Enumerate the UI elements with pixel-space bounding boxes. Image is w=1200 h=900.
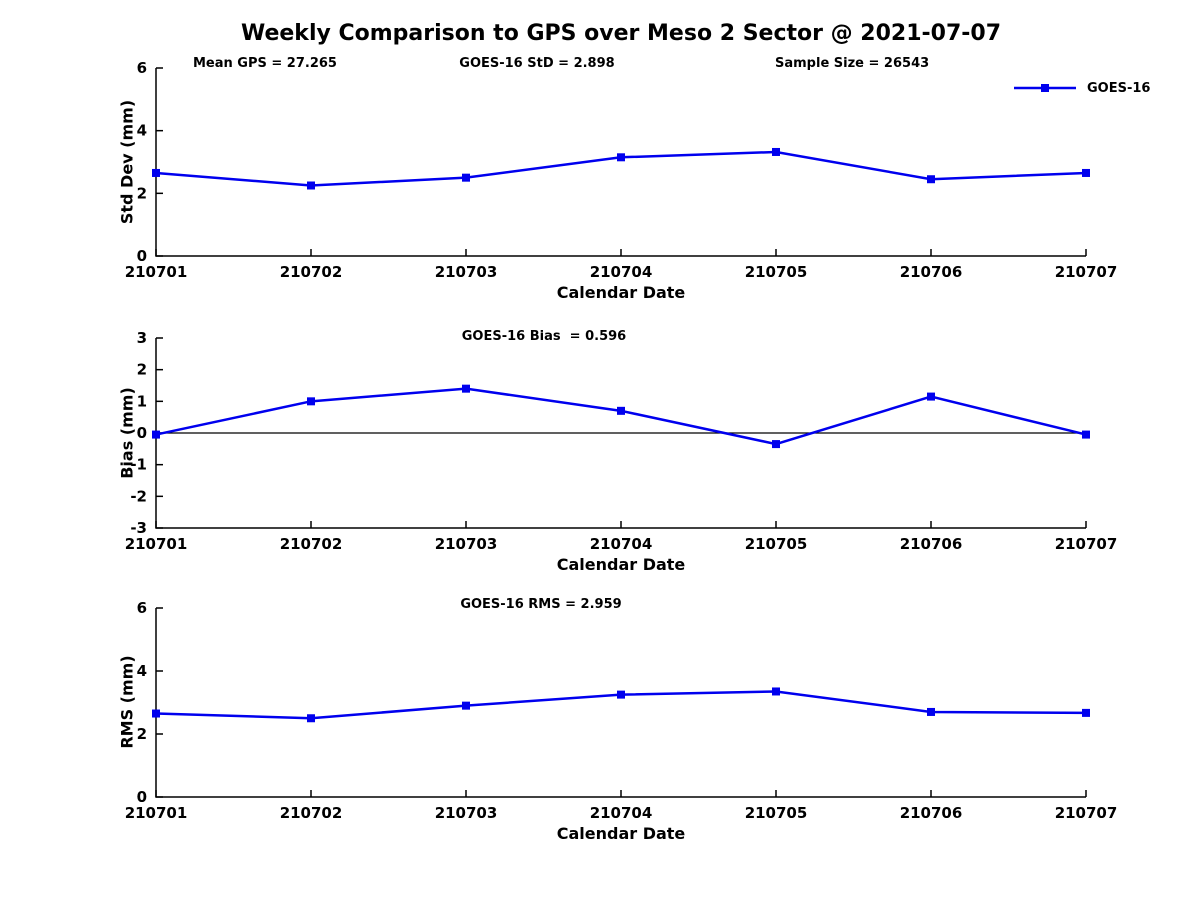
- stddev-data-point-marker: [772, 147, 780, 156]
- rms-y-tick-label: 4: [137, 662, 147, 680]
- rms-x-tick-label: 210703: [435, 804, 498, 822]
- bias-x-tick-label: 210703: [435, 535, 498, 553]
- bias-x-tick-label: 210704: [590, 535, 653, 553]
- rms-y-tick-label: 0: [137, 788, 147, 806]
- rms-data-point-marker: [927, 707, 935, 716]
- bias-data-point-marker: [152, 430, 160, 439]
- bias-y-tick-label: 2: [137, 361, 147, 379]
- rms-x-axis-label: Calendar Date: [556, 824, 686, 843]
- bias-y-tick-label: 0: [137, 424, 147, 442]
- bias-x-tick-label: 210701: [125, 535, 188, 553]
- bias-y-tick-label: 1: [137, 392, 147, 410]
- rms-data-point-marker: [772, 687, 780, 696]
- stddev-data-point-marker: [307, 181, 315, 190]
- rms-x-tick-label: 210706: [900, 804, 963, 822]
- rms-data-point-marker: [1082, 708, 1090, 717]
- rms-x-tick-label: 210701: [125, 804, 188, 822]
- bias-data-point-marker: [307, 397, 315, 406]
- stddev-x-tick-label: 210701: [125, 263, 188, 281]
- bias-y-axis-label: Bias (mm): [117, 387, 137, 479]
- annotation-goes16-bias: GOES-16 Bias = 0.596: [461, 329, 627, 344]
- legend-label: GOES-16: [1087, 80, 1151, 96]
- bias-y-tick-label: -1: [130, 456, 147, 474]
- stddev-y-tick-label: 4: [137, 122, 147, 140]
- bias-data-line: [155, 387, 1087, 446]
- bias-data-point-marker: [927, 392, 935, 401]
- rms-axes: [155, 608, 1086, 798]
- rms-y-tick-label: 2: [137, 725, 147, 743]
- stddev-x-tick-label: 210707: [1055, 263, 1118, 281]
- stddev-x-tick-label: 210705: [745, 263, 808, 281]
- bias-x-tick-label: 210707: [1055, 535, 1118, 553]
- stddev-data-point-marker: [1082, 168, 1090, 177]
- stddev-x-tick-label: 210703: [435, 263, 498, 281]
- bias-y-tick-label: -3: [130, 519, 147, 537]
- figure-title: Weekly Comparison to GPS over Meso 2 Sec…: [240, 21, 1002, 46]
- stddev-data-point-marker: [462, 173, 470, 182]
- rms-y-tick-label: 6: [137, 599, 147, 617]
- legend: GOES-16: [1012, 80, 1150, 96]
- rms-x-tick-label: 210707: [1055, 804, 1118, 822]
- stddev-x-tick-label: 210704: [590, 263, 653, 281]
- annotation-mean-gps: Mean GPS = 27.265: [193, 56, 337, 71]
- stddev-y-tick-label: 0: [137, 247, 147, 265]
- stddev-x-tick-label: 210706: [900, 263, 963, 281]
- stddev-data-point-marker: [617, 153, 625, 162]
- rms-y-axis-label: RMS (mm): [117, 655, 137, 749]
- rms-x-tick-label: 210702: [280, 804, 343, 822]
- stddev-axes: [155, 68, 1086, 257]
- stddev-x-axis-label: Calendar Date: [556, 283, 686, 302]
- bias-x-tick-label: 210705: [745, 535, 808, 553]
- annotation-goes16-std: GOES-16 StD = 2.898: [459, 56, 615, 71]
- stddev-y-tick-label: 2: [137, 184, 147, 202]
- stddev-y-axis-label: Std Dev (mm): [117, 99, 137, 225]
- bias-data-point-marker: [772, 440, 780, 449]
- legend-swatch: [1014, 84, 1076, 92]
- stddev-y-tick-label: 6: [137, 59, 147, 77]
- bias-data-point-marker: [617, 406, 625, 415]
- rms-data-point-marker: [307, 714, 315, 723]
- rms-x-tick-label: 210704: [590, 804, 653, 822]
- rms-data-point-marker: [617, 690, 625, 699]
- annotation-sample-size: Sample Size = 26543: [775, 56, 930, 71]
- rms-data-point-marker: [462, 701, 470, 710]
- bias-x-tick-label: 210702: [280, 535, 343, 553]
- rms-x-tick-label: 210705: [745, 804, 808, 822]
- bias-y-tick-label: -2: [130, 487, 147, 505]
- stddev-data-point-marker: [927, 175, 935, 184]
- bias-x-tick-label: 210706: [900, 535, 963, 553]
- bias-x-axis-label: Calendar Date: [556, 555, 686, 574]
- bias-data-point-marker: [1082, 430, 1090, 439]
- bias-y-tick-label: 3: [137, 329, 147, 347]
- annotation-goes16-rms: GOES-16 RMS = 2.959: [460, 597, 622, 612]
- bias-data-point-marker: [462, 384, 470, 393]
- rms-data-point-marker: [152, 709, 160, 718]
- stddev-x-tick-label: 210702: [280, 263, 343, 281]
- stddev-data-point-marker: [152, 168, 160, 177]
- legend-marker-icon: [1041, 84, 1049, 92]
